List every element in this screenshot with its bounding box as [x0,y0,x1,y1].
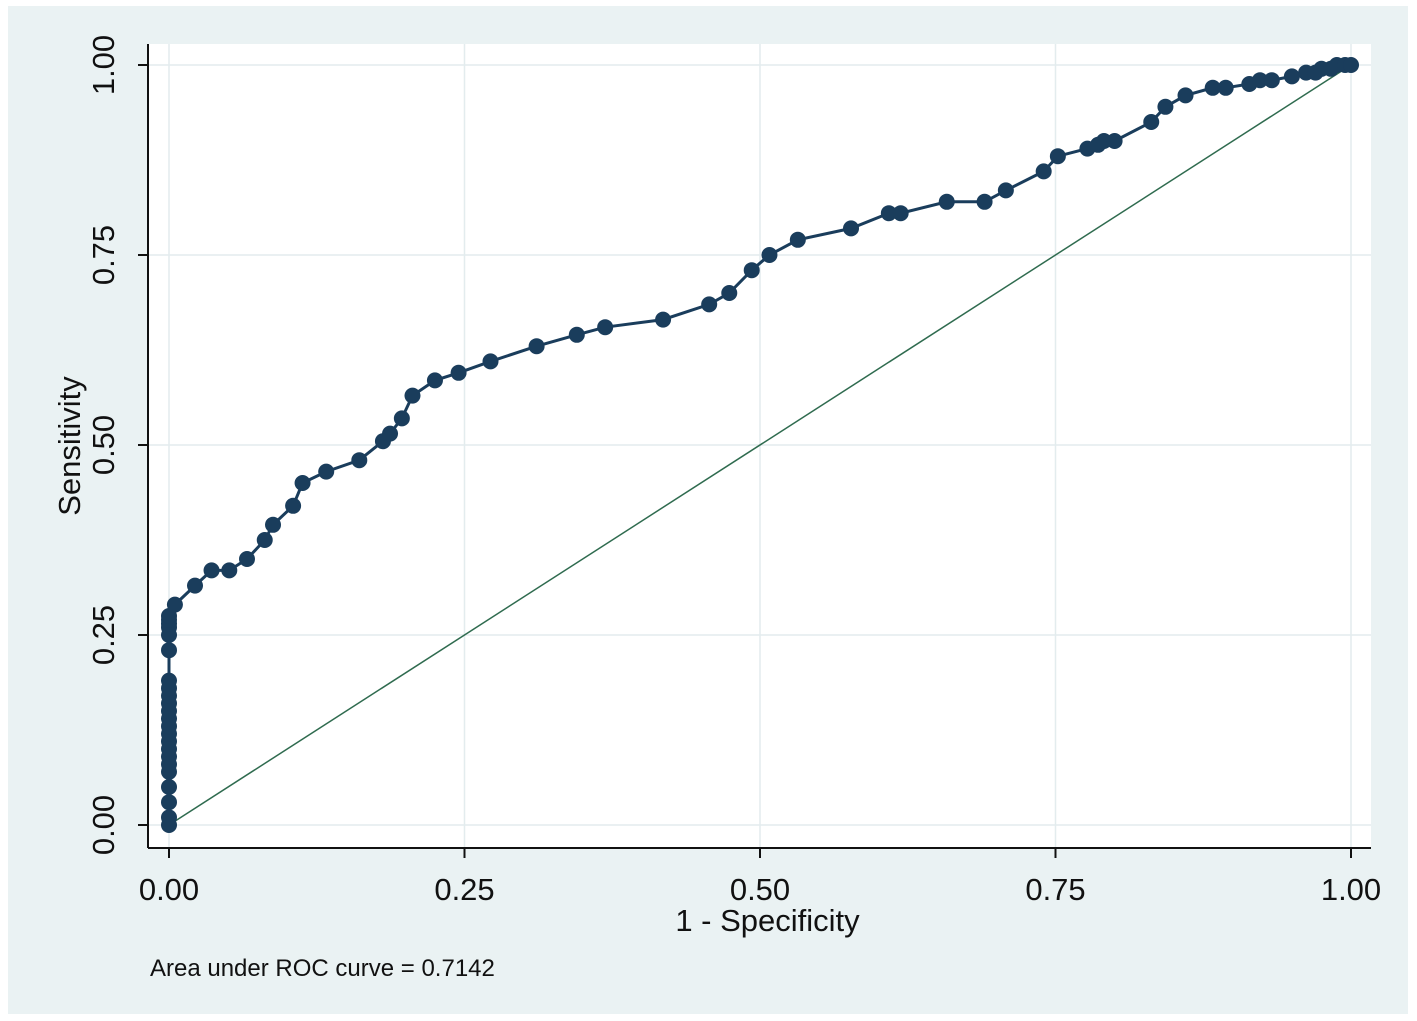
roc-point [528,338,545,355]
roc-point [161,809,177,826]
roc-point [482,353,499,370]
roc-point [161,642,177,659]
roc-point [161,779,177,795]
roc-point [997,182,1014,199]
y-tick-label: 1.00 [86,35,121,95]
grid-layer [148,44,1371,848]
x-tick-label: 0.75 [1025,872,1085,907]
x-tick-label: 1.00 [1321,872,1381,907]
roc-point [1049,148,1066,165]
roc-point [843,220,860,237]
roc-point [285,497,302,514]
axes-layer: 0.00 0.25 0.50 0.75 1.00 0.00 0.25 0.50 0.75 1.00 [86,35,1381,907]
roc-point [701,296,718,313]
y-tick-label: 0.00 [86,795,121,855]
roc-point [1177,87,1194,104]
roc-point [1343,57,1359,73]
roc-point [1263,72,1280,89]
roc-point [568,326,585,343]
x-tick-label: 0.00 [139,872,199,907]
roc-point [1283,68,1300,85]
roc-curve-layer [161,57,1359,833]
roc-point [187,577,204,594]
roc-point [450,364,467,381]
roc-point [351,452,368,469]
x-tick-label: 0.25 [434,872,494,907]
roc-point [1251,72,1268,89]
roc-point [743,262,760,279]
roc-point [382,425,399,442]
y-axis-title: Sensitivity [52,376,87,516]
roc-point [239,551,256,567]
y-tick-label: 0.75 [86,225,121,285]
roc-point [318,463,335,480]
roc-point [203,562,220,579]
roc-point [221,562,238,579]
labels-layer: 1 - Specificity Sensitivity Area under R… [52,376,860,982]
roc-point [597,319,614,336]
roc-chart: 0.00 0.25 0.50 0.75 1.00 0.00 0.25 0.50 0.75 1.00… [52,35,1381,982]
roc-point [265,516,282,533]
roc-point [976,193,993,210]
roc-point [1157,98,1174,115]
roc-point [404,387,421,404]
roc-point [256,532,273,548]
roc-point [1106,133,1123,149]
roc-point [393,410,410,427]
reference-line-layer [168,64,1352,826]
roc-point [1204,79,1221,96]
roc-point [426,372,443,389]
roc-point [1143,114,1160,130]
roc-point [789,231,806,248]
roc-point [655,311,672,328]
roc-point [938,193,955,210]
reference-line [168,64,1352,826]
y-tick-label: 0.25 [86,605,121,665]
roc-point [721,285,738,301]
roc-point [880,205,897,222]
roc-point [1217,79,1234,96]
roc-point [761,247,778,263]
x-axis-title: 1 - Specificity [675,903,860,938]
roc-point [294,475,311,491]
roc-point [1035,163,1052,180]
y-tick-label: 0.50 [86,415,121,475]
roc-point [166,596,183,613]
roc-point [892,205,909,222]
auc-note: Area under ROC curve = 0.7142 [150,955,495,982]
x-tick-label: 0.50 [730,872,790,907]
roc-point [161,794,177,811]
chart-frame: 0.00 0.25 0.50 0.75 1.00 0.00 0.25 0.50 0.75 1.00… [8,6,1408,1014]
roc-point [161,672,177,689]
